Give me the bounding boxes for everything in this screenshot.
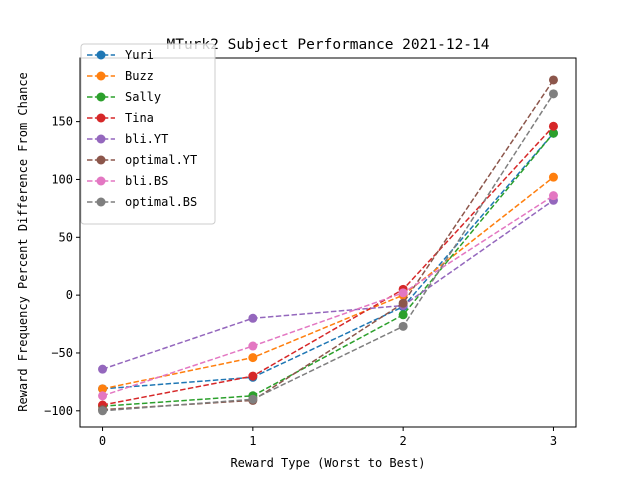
data-point <box>98 384 108 394</box>
series-bli-bs <box>98 191 558 401</box>
series-line <box>102 132 555 390</box>
y-axis-ticks: −100 −50 0 50 100 150 <box>44 115 80 418</box>
data-point <box>248 353 258 363</box>
y-axis-label: Reward Frequency Percent Difference From… <box>16 72 30 412</box>
legend-item: bli.BS <box>87 174 168 188</box>
legend-label: optimal.YT <box>125 153 197 167</box>
data-point <box>548 128 558 138</box>
x-tick-label: 2 <box>400 434 407 448</box>
data-point <box>548 75 558 85</box>
data-point <box>398 310 408 320</box>
legend-item: Buzz <box>87 69 154 83</box>
data-point <box>398 288 408 298</box>
y-tick-label: 150 <box>51 115 73 129</box>
y-tick-label: −50 <box>51 346 73 360</box>
legend-item: optimal.YT <box>87 153 197 167</box>
legend-item: Tina <box>87 111 154 125</box>
legend-label: Buzz <box>125 69 154 83</box>
y-tick-label: 100 <box>51 172 73 186</box>
x-axis-ticks: 0 1 2 3 <box>99 427 557 448</box>
legend-label: optimal.BS <box>125 195 197 209</box>
legend-marker <box>96 134 106 144</box>
data-point <box>248 341 258 351</box>
legend-label: bli.BS <box>125 174 168 188</box>
chart-title: MTurk2 Subject Performance 2021-12-14 <box>166 37 489 53</box>
legend: Yuri Buzz Sally Tina bli.YT optimal.YT bli.BS o… <box>80 43 216 225</box>
data-point <box>98 391 108 401</box>
series-line <box>102 195 554 397</box>
y-tick-label: 50 <box>59 230 73 244</box>
legend-item: Yuri <box>87 48 154 62</box>
series-optimal-bs <box>98 89 558 416</box>
data-point <box>98 364 108 374</box>
x-tick-label: 3 <box>550 434 557 448</box>
data-point <box>548 89 558 99</box>
legend-marker <box>96 176 106 186</box>
data-point <box>248 313 258 323</box>
legend-label: Tina <box>125 111 154 125</box>
legend-marker <box>96 197 106 207</box>
x-tick-label: 0 <box>99 434 106 448</box>
data-point <box>548 191 558 201</box>
x-axis-label: Reward Type (Worst to Best) <box>230 456 425 470</box>
data-point <box>248 394 258 404</box>
data-point <box>398 321 408 331</box>
x-tick-label: 1 <box>249 434 256 448</box>
legend-item: optimal.BS <box>87 195 197 209</box>
legend-label: bli.YT <box>125 132 168 146</box>
series-line <box>102 93 555 412</box>
legend-label: Sally <box>125 90 161 104</box>
legend-box <box>80 43 216 225</box>
series-line <box>102 199 554 370</box>
legend-label: Yuri <box>125 48 154 62</box>
legend-marker <box>96 155 106 165</box>
legend-marker <box>96 113 106 123</box>
data-point <box>248 371 258 381</box>
legend-item: Sally <box>87 90 161 104</box>
legend-item: bli.YT <box>87 132 168 146</box>
series-layer <box>98 75 558 416</box>
data-point <box>398 298 408 308</box>
data-point <box>548 121 558 131</box>
series-line <box>102 132 555 407</box>
y-tick-label: −100 <box>44 404 73 418</box>
data-point <box>98 406 108 416</box>
series-line <box>102 125 555 406</box>
y-tick-label: 0 <box>66 288 73 302</box>
legend-marker <box>96 92 106 102</box>
series-line <box>102 176 554 390</box>
plot-frame <box>79 57 577 428</box>
legend-marker <box>96 50 106 60</box>
legend-marker <box>96 71 106 81</box>
data-point <box>548 172 558 182</box>
